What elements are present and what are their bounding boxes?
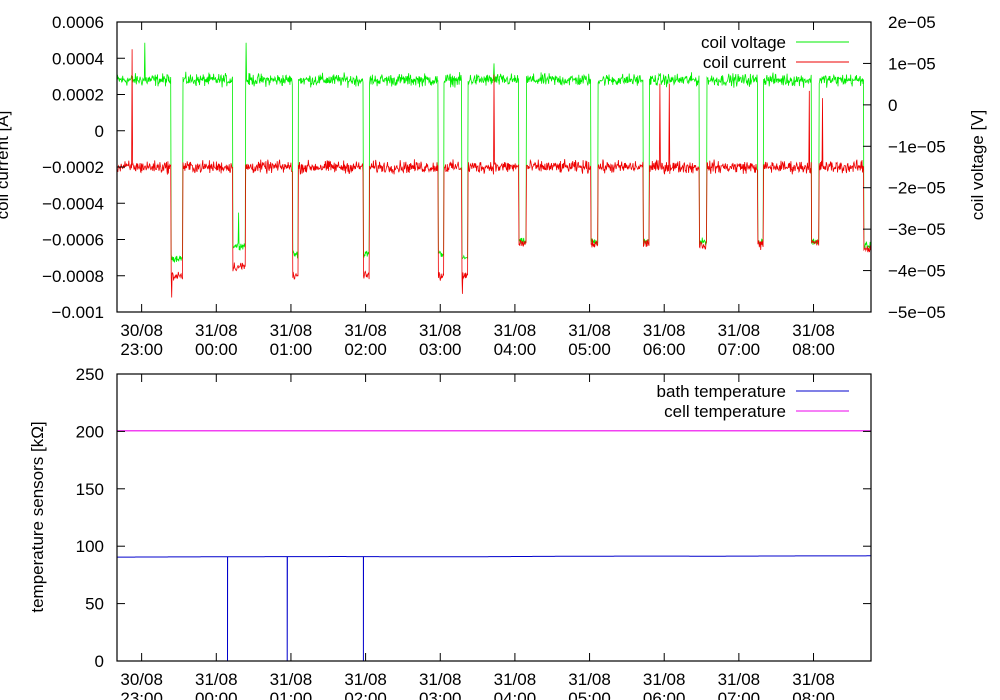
bottom-legend: bath temperature cell temperature (657, 382, 849, 421)
bot-xtick-date-0: 30/08 (120, 670, 163, 689)
top-xtick-time-4: 03:00 (419, 340, 462, 359)
top-y2tick-label-1: 1e−05 (888, 54, 936, 73)
top-chart-panel: 0.0006 0.0004 0.0002 0 −0.0002 −0.0004 −0.0006… (0, 13, 987, 359)
top-tick-layer: 0.0006 0.0004 0.0002 0 −0.0002 −0.0004 −0.0006… (42, 13, 946, 359)
top-xtick-time-7: 06:00 (643, 340, 686, 359)
top-xtick-date-5: 31/08 (494, 321, 537, 340)
top-xtick-time-6: 05:00 (568, 340, 611, 359)
bot-xtick-time-6: 05:00 (568, 689, 611, 700)
top-ytick-label-6: −0.0006 (42, 231, 104, 250)
top-xtick-time-1: 00:00 (195, 340, 238, 359)
bot-xtick-time-1: 00:00 (195, 689, 238, 700)
top-ytick-label-7: −0.0008 (42, 267, 104, 286)
top-xtick-date-1: 31/08 (195, 321, 238, 340)
top-series-layer (116, 42, 872, 298)
top-ytick-label-2: 0.0002 (52, 86, 104, 105)
bot-ytick-label-3: 100 (76, 537, 104, 556)
legend-label-cell-temperature: cell temperature (664, 402, 786, 421)
bottom-tick-layer: 25020015010050030/0823:0031/0800:0031/08… (76, 365, 871, 700)
top-xtick-time-9: 08:00 (792, 340, 835, 359)
top-y2tick-label-4: −2e−05 (888, 179, 946, 198)
top-xtick-date-7: 31/08 (643, 321, 686, 340)
series-line-coil-voltage (116, 42, 872, 264)
legend-label-coil-current: coil current (703, 53, 786, 72)
top-y2-axis-label: coil voltage [V] (968, 110, 987, 221)
bottom-chart-panel: 25020015010050030/0823:0031/0800:0031/08… (28, 365, 872, 700)
bot-ytick-label-5: 0 (95, 652, 104, 671)
top-y2tick-label-5: −3e−05 (888, 220, 946, 239)
top-xtick-time-5: 04:00 (494, 340, 537, 359)
bot-xtick-time-9: 08:00 (792, 689, 835, 700)
series-line-coil-current (116, 49, 872, 298)
top-xtick-date-4: 31/08 (419, 321, 462, 340)
top-y2tick-label-6: −4e−05 (888, 262, 946, 281)
bot-ytick-label-1: 200 (76, 422, 104, 441)
top-ytick-label-1: 0.0004 (52, 49, 104, 68)
bot-ytick-label-4: 50 (85, 595, 104, 614)
top-y2tick-label-0: 2e−05 (888, 13, 936, 32)
top-xtick-date-2: 31/08 (270, 321, 313, 340)
top-y2tick-label-7: −5e−05 (888, 303, 946, 322)
bot-ytick-label-2: 150 (76, 480, 104, 499)
top-ytick-label-4: −0.0002 (42, 158, 104, 177)
bot-xtick-time-3: 02:00 (344, 689, 387, 700)
bot-xtick-time-4: 03:00 (419, 689, 462, 700)
top-ytick-label-3: 0 (95, 122, 104, 141)
bot-xtick-date-1: 31/08 (195, 670, 238, 689)
top-xtick-time-0: 23:00 (120, 340, 163, 359)
bot-xtick-time-2: 01:00 (270, 689, 313, 700)
bot-xtick-time-8: 07:00 (718, 689, 761, 700)
top-xtick-date-3: 31/08 (344, 321, 387, 340)
bot-xtick-time-0: 23:00 (120, 689, 163, 700)
bot-xtick-date-9: 31/08 (792, 670, 835, 689)
legend-label-bath-temperature: bath temperature (657, 382, 786, 401)
top-y-axis-label: coil current [A] (0, 111, 12, 220)
top-y2tick-label-3: −1e−05 (888, 137, 946, 156)
top-xtick-time-3: 02:00 (344, 340, 387, 359)
bot-xtick-time-7: 06:00 (643, 689, 686, 700)
bottom-y-axis-label: temperature sensors [kΩ] (28, 421, 47, 612)
top-ytick-label-8: −0.001 (52, 303, 104, 322)
legend-label-coil-voltage: coil voltage (701, 33, 786, 52)
top-legend: coil voltage coil current (701, 33, 849, 72)
bot-ytick-label-0: 250 (76, 365, 104, 384)
top-xtick-date-8: 31/08 (718, 321, 761, 340)
bot-xtick-date-6: 31/08 (568, 670, 611, 689)
top-xtick-time-8: 07:00 (718, 340, 761, 359)
top-xtick-date-6: 31/08 (568, 321, 611, 340)
top-xtick-date-0: 30/08 (120, 321, 163, 340)
bot-xtick-date-7: 31/08 (643, 670, 686, 689)
bot-xtick-date-8: 31/08 (718, 670, 761, 689)
top-y2tick-label-2: 0 (888, 96, 897, 115)
bot-xtick-time-5: 04:00 (494, 689, 537, 700)
top-ytick-label-5: −0.0004 (42, 194, 104, 213)
bot-xtick-date-3: 31/08 (344, 670, 387, 689)
bot-xtick-date-2: 31/08 (270, 670, 313, 689)
top-xtick-date-9: 31/08 (792, 321, 835, 340)
bottom-series-layer (117, 430, 871, 662)
bottom-plot-frame (116, 373, 872, 662)
top-xtick-time-2: 01:00 (270, 340, 313, 359)
bot-xtick-date-5: 31/08 (494, 670, 537, 689)
top-ytick-label-0: 0.0006 (52, 13, 104, 32)
series-line-bath-temperature (117, 555, 871, 662)
bot-xtick-date-4: 31/08 (419, 670, 462, 689)
